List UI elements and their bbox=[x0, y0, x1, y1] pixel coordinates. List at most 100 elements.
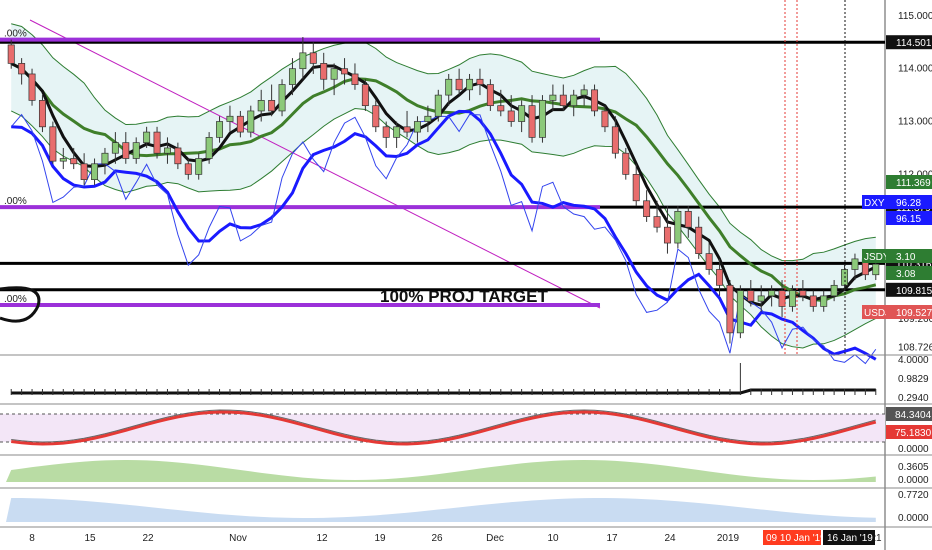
candle-46 bbox=[486, 79, 494, 111]
candle-6 bbox=[70, 147, 78, 170]
badge-value-5: 109.527 bbox=[896, 308, 932, 319]
candle-body-26 bbox=[278, 84, 286, 112]
candle-29 bbox=[309, 42, 317, 74]
candle-67 bbox=[705, 243, 713, 275]
candle-body-49 bbox=[518, 105, 526, 122]
candle-body-6 bbox=[70, 158, 78, 165]
candle-18 bbox=[195, 153, 203, 180]
candle-15 bbox=[163, 137, 171, 164]
price-tick-4: 109.260 bbox=[898, 314, 932, 325]
candle-44 bbox=[466, 73, 474, 101]
candle-37 bbox=[393, 121, 401, 148]
blue-tick-0: 0.7720 bbox=[898, 490, 929, 501]
candle-56 bbox=[591, 84, 599, 117]
candle-48 bbox=[507, 95, 515, 127]
candle-body-62 bbox=[653, 216, 661, 228]
proj-target-label: 100% PROJ TARGET bbox=[380, 287, 548, 306]
candle-76 bbox=[799, 280, 807, 302]
candle-body-8 bbox=[91, 163, 99, 180]
badge-1: DXY 96.28 bbox=[862, 195, 932, 209]
candle-69 bbox=[726, 280, 734, 344]
candle-70 bbox=[736, 285, 744, 339]
candle-10 bbox=[111, 132, 119, 164]
upper-band bbox=[11, 23, 876, 262]
candle-36 bbox=[382, 121, 390, 148]
candle-body-60 bbox=[632, 174, 640, 202]
candle-body-1 bbox=[18, 63, 26, 75]
lower-indicator-panels: 4.0000 0.9829 0.2940 84.3404 75.1830 0.0000 0.… bbox=[0, 354, 932, 524]
volume-line bbox=[11, 388, 876, 395]
candle-body-3 bbox=[38, 100, 46, 128]
x-tick-8: 10 bbox=[547, 533, 559, 544]
time-axis: 81522Nov121926Dec101724201972109 10 Jan … bbox=[0, 526, 932, 545]
time-badge-bg-1 bbox=[823, 530, 875, 545]
candle-body-58 bbox=[611, 126, 619, 154]
candle-body-72 bbox=[757, 295, 765, 302]
candle-28 bbox=[299, 36, 307, 80]
candle-71 bbox=[747, 280, 755, 307]
candle-50 bbox=[528, 95, 536, 143]
x-tick-3: Nov bbox=[229, 533, 247, 544]
candle-body-48 bbox=[507, 110, 515, 122]
candle-body-12 bbox=[132, 142, 140, 159]
osc-badge-bg-1 bbox=[886, 425, 932, 439]
candle-22 bbox=[236, 110, 244, 138]
candle-35 bbox=[372, 100, 380, 133]
candle-body-54 bbox=[570, 94, 578, 107]
osc-tick-2: 0.0000 bbox=[898, 444, 929, 455]
candle-34 bbox=[361, 79, 369, 111]
candle-body-18 bbox=[195, 158, 203, 175]
candle-19 bbox=[205, 132, 213, 164]
candle-body-36 bbox=[382, 126, 390, 138]
candle-body-50 bbox=[528, 105, 536, 138]
candle-body-33 bbox=[351, 73, 359, 85]
badge-2: 96.15 bbox=[886, 211, 932, 225]
candle-body-30 bbox=[320, 63, 328, 80]
candle-78 bbox=[820, 290, 828, 312]
candle-54 bbox=[570, 89, 578, 117]
badge-value-bg-4 bbox=[886, 266, 932, 280]
candle-body-47 bbox=[497, 105, 505, 112]
candle-77 bbox=[809, 290, 817, 312]
candle-42 bbox=[445, 73, 453, 106]
candle-33 bbox=[351, 63, 359, 90]
time-badge-text-0: 09 10 Jan '19 bbox=[766, 533, 826, 544]
fib-label-2: .00% bbox=[4, 294, 27, 305]
candle-13 bbox=[143, 126, 151, 148]
candle-body-31 bbox=[330, 68, 338, 80]
candle-81 bbox=[851, 253, 859, 281]
level-badge-3: 109.815 bbox=[886, 282, 932, 297]
volume-tick-1: 0.9829 bbox=[898, 374, 929, 385]
candle-body-13 bbox=[143, 131, 151, 144]
level-badge-bg-3 bbox=[886, 282, 932, 297]
candle-61 bbox=[643, 190, 651, 222]
x-tick-9: 17 bbox=[606, 533, 618, 544]
time-badge-0: 09 10 Jan '19 bbox=[763, 530, 826, 545]
candle-body-17 bbox=[184, 163, 192, 175]
badge-tag-bg-3 bbox=[862, 249, 886, 263]
price-tick-1: 114.000 bbox=[898, 64, 932, 75]
level-badge-0: 114.501 bbox=[886, 35, 932, 50]
candlesticks bbox=[7, 0, 880, 354]
candle-body-76 bbox=[799, 290, 807, 297]
green-ma bbox=[10, 62, 877, 303]
candle-body-74 bbox=[778, 290, 786, 307]
candle-body-39 bbox=[413, 121, 421, 133]
candle-68 bbox=[716, 258, 724, 296]
candle-body-55 bbox=[580, 89, 588, 96]
price-tick-5: 108.726 bbox=[898, 342, 932, 353]
badge-value-4: 3.08 bbox=[896, 269, 916, 280]
candle-32 bbox=[341, 58, 349, 85]
candle-body-5 bbox=[59, 158, 67, 162]
candle-62 bbox=[653, 200, 661, 233]
candle-55 bbox=[580, 84, 588, 106]
candle-63 bbox=[663, 206, 671, 254]
candle-79 bbox=[830, 280, 838, 302]
candle-body-53 bbox=[559, 94, 567, 107]
price-tick-2: 113.000 bbox=[898, 117, 932, 128]
green-tick-0: 0.3605 bbox=[898, 462, 929, 473]
candle-body-34 bbox=[361, 84, 369, 107]
hand-drawn-circle bbox=[0, 286, 41, 323]
candle-24 bbox=[257, 89, 265, 122]
